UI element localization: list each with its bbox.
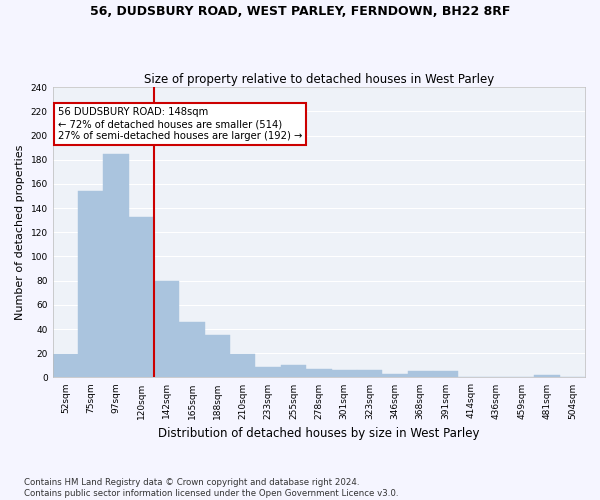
X-axis label: Distribution of detached houses by size in West Parley: Distribution of detached houses by size … [158, 427, 479, 440]
Text: 56 DUDSBURY ROAD: 148sqm
← 72% of detached houses are smaller (514)
27% of semi-: 56 DUDSBURY ROAD: 148sqm ← 72% of detach… [58, 108, 302, 140]
Bar [407, 372, 433, 378]
Bar [129, 216, 154, 378]
Bar [179, 322, 205, 378]
Title: Size of property relative to detached houses in West Parley: Size of property relative to detached ho… [144, 73, 494, 86]
Bar [382, 374, 407, 378]
Bar [433, 372, 458, 378]
Bar [535, 375, 560, 378]
Bar [306, 369, 332, 378]
Bar [53, 354, 78, 378]
Y-axis label: Number of detached properties: Number of detached properties [15, 144, 25, 320]
Text: 56, DUDSBURY ROAD, WEST PARLEY, FERNDOWN, BH22 8RF: 56, DUDSBURY ROAD, WEST PARLEY, FERNDOWN… [90, 5, 510, 18]
Bar [281, 366, 306, 378]
Bar [357, 370, 382, 378]
Bar [103, 154, 129, 378]
Text: Contains HM Land Registry data © Crown copyright and database right 2024.
Contai: Contains HM Land Registry data © Crown c… [24, 478, 398, 498]
Bar [332, 370, 357, 378]
Bar [154, 280, 179, 378]
Bar [78, 191, 103, 378]
Bar [205, 335, 230, 378]
Bar [230, 354, 256, 378]
Bar [256, 366, 281, 378]
